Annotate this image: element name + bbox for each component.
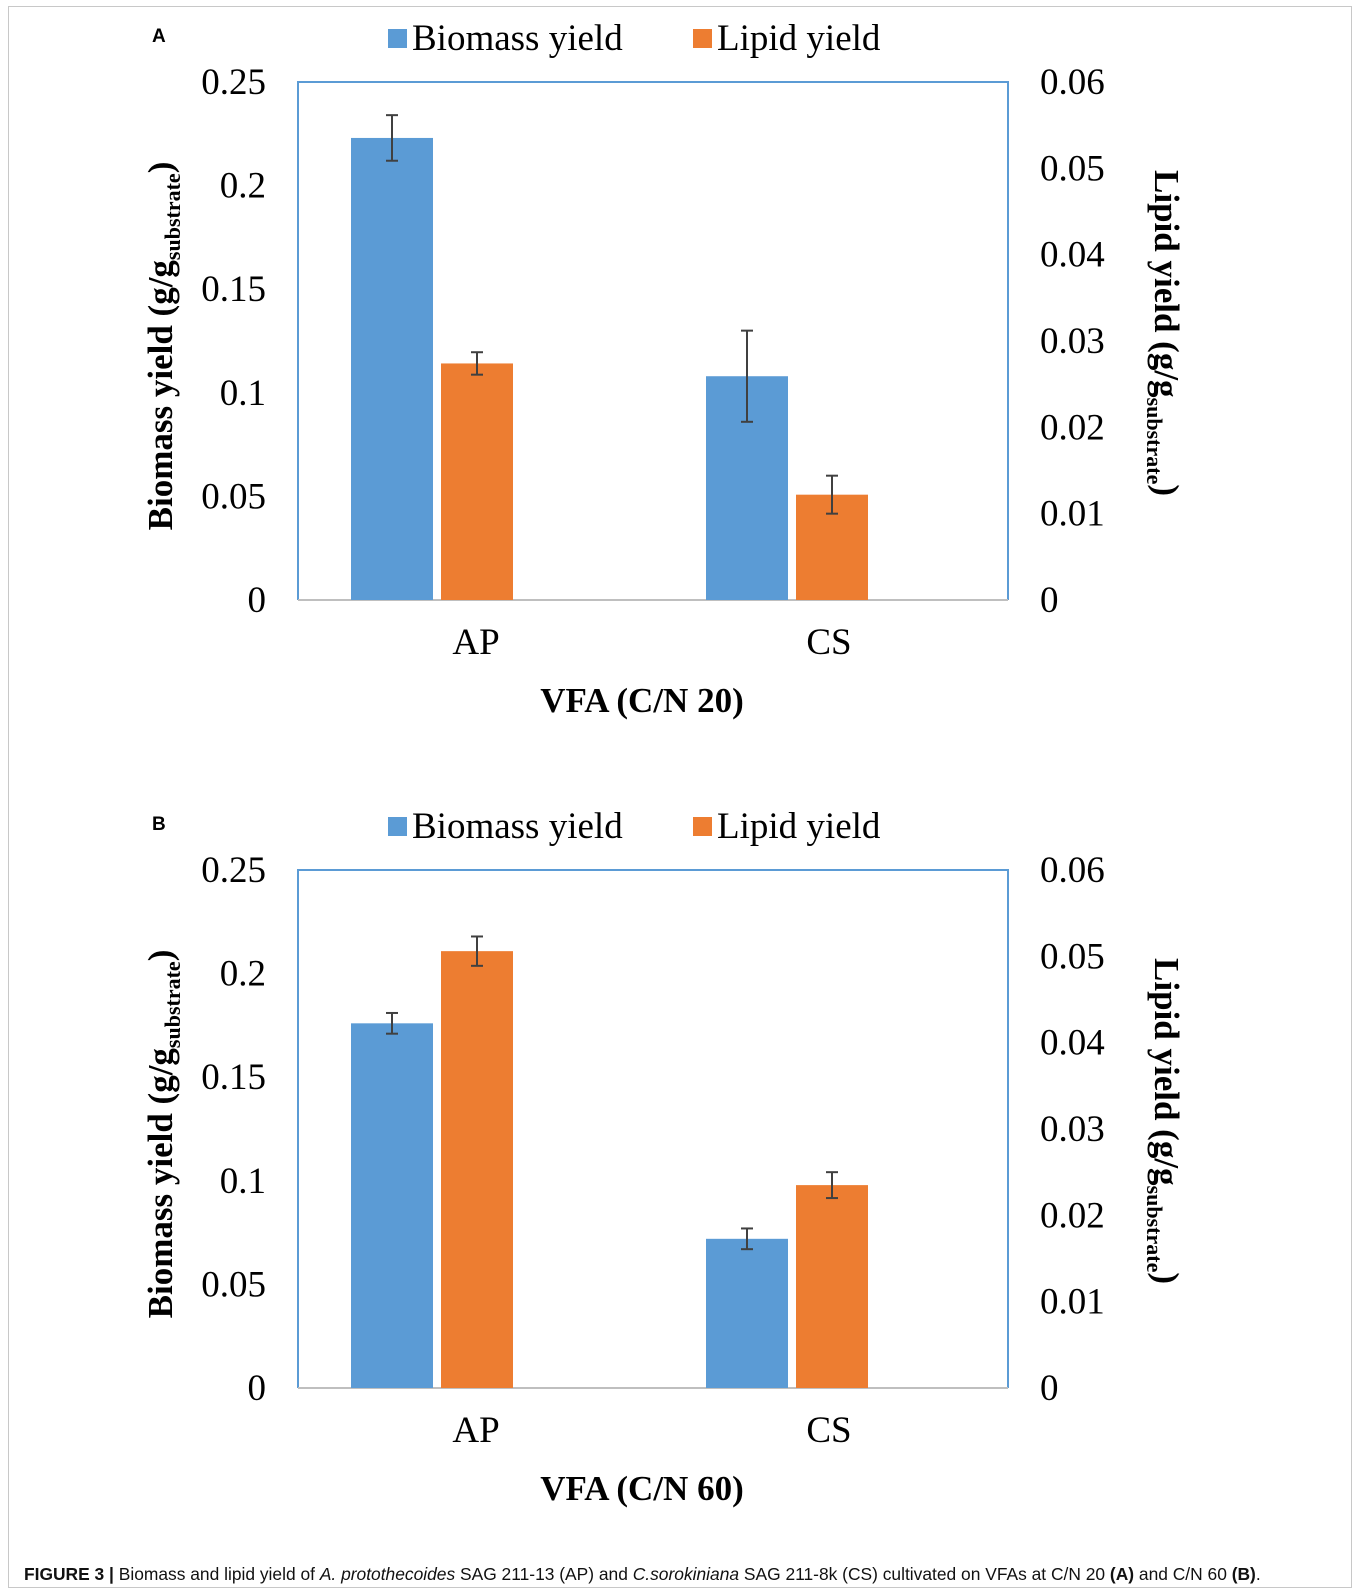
y-tick-label: 0.2 — [220, 166, 266, 207]
caption-ref-a: (A) — [1109, 1564, 1135, 1584]
legend-swatch-lipid — [693, 29, 712, 48]
y-tick-label: 0.25 — [201, 62, 266, 103]
y2-tick-label: 0.05 — [1040, 148, 1105, 189]
chart-panel-a: A Biomass yield Lipid yield 0 0.05 0.1 0.15 0.2… — [141, 18, 1186, 720]
bar-lipid-ap — [441, 951, 513, 1388]
y2-tick-label: 0.02 — [1040, 407, 1105, 448]
caption-species-2: C.sorokiniana — [632, 1564, 740, 1584]
y2-tick-label: 0.03 — [1040, 321, 1105, 362]
x-axis-title: VFA (C/N 20) — [540, 681, 744, 720]
y2-tick-label: 0.04 — [1040, 235, 1105, 276]
caption-text-4: and C/N 60 — [1134, 1564, 1232, 1584]
bar-biomass-ap — [351, 137, 433, 600]
caption-text-5: . — [1255, 1564, 1261, 1584]
y2-tick-label: 0 — [1040, 580, 1059, 621]
y-tick-label: 0.1 — [220, 373, 266, 414]
y-tick-label: 0.1 — [220, 1161, 266, 1202]
legend-label-lipid: Lipid yield — [717, 18, 881, 59]
y-tick-label: 0.15 — [201, 269, 266, 310]
caption-label: FIGURE 3 | — [24, 1564, 114, 1584]
legend-swatch-lipid — [693, 817, 712, 836]
x-axis-title: VFA (C/N 60) — [540, 1469, 744, 1508]
y-tick-label: 0.05 — [201, 1264, 266, 1305]
x-tick-label: AP — [452, 622, 499, 663]
y2-tick-label: 0.06 — [1040, 62, 1105, 103]
y2-tick-label: 0.06 — [1040, 850, 1105, 891]
caption-text-2: SAG 211-13 (AP) and — [455, 1564, 633, 1584]
figure-canvas: A Biomass yield Lipid yield 0 0.05 0.1 0.15 0.2… — [141, 18, 1186, 1508]
y-tick-label: 0 — [248, 1368, 267, 1409]
x-tick-label: CS — [806, 622, 851, 663]
x-tick-label: CS — [806, 1410, 851, 1451]
y-tick-label: 0 — [248, 580, 267, 621]
y2-tick-label: 0.01 — [1040, 1282, 1105, 1323]
legend-swatch-biomass — [388, 29, 407, 48]
panel-letter: A — [152, 26, 166, 47]
y2-tick-label: 0.01 — [1040, 494, 1105, 535]
legend-label-biomass: Biomass yield — [412, 806, 623, 847]
y-tick-label: 0.25 — [201, 850, 266, 891]
y2-tick-label: 0.02 — [1040, 1195, 1105, 1236]
bar-biomass-ap — [351, 1023, 433, 1388]
bar-lipid-ap — [441, 363, 513, 600]
y-tick-label: 0.15 — [201, 1057, 266, 1098]
y-axis-title: Biomass yield (g/gsubstrate) — [141, 950, 185, 1319]
caption-species-1: A. protothecoides — [319, 1564, 456, 1584]
y2-axis-title: Lipid yield (g/gsubstrate) — [1142, 170, 1186, 496]
plot-frame — [297, 869, 1009, 1388]
y2-tick-label: 0.05 — [1040, 936, 1105, 977]
y2-tick-label: 0.03 — [1040, 1109, 1105, 1150]
chart-panel-b: B Biomass yield Lipid yield 0 0.05 0.1 0.15 0.2… — [141, 806, 1186, 1508]
y-tick-label: 0.05 — [201, 476, 266, 517]
caption-ref-b: (B) — [1231, 1564, 1256, 1584]
figure-frame — [8, 6, 1352, 1588]
y-axis-title: Biomass yield (g/gsubstrate) — [141, 162, 185, 531]
legend-label-biomass: Biomass yield — [412, 18, 623, 59]
y2-tick-label: 0 — [1040, 1368, 1059, 1409]
y2-tick-label: 0.04 — [1040, 1023, 1105, 1064]
panel-letter: B — [152, 814, 166, 835]
legend-label-lipid: Lipid yield — [717, 806, 881, 847]
bar-lipid-cs — [796, 1185, 868, 1388]
figure-caption: FIGURE 3 | Biomass and lipid yield of A.… — [24, 1564, 1344, 1584]
plot-frame — [297, 81, 1009, 600]
legend-swatch-biomass — [388, 817, 407, 836]
caption-text-3: SAG 211-8k (CS) cultivated on VFAs at C/… — [739, 1564, 1110, 1584]
y2-axis-title: Lipid yield (g/gsubstrate) — [1142, 958, 1186, 1284]
bar-biomass-cs — [706, 1238, 788, 1388]
x-tick-label: AP — [452, 1410, 499, 1451]
y-tick-label: 0.2 — [220, 954, 266, 995]
caption-text-1: Biomass and lipid yield of — [113, 1564, 320, 1584]
